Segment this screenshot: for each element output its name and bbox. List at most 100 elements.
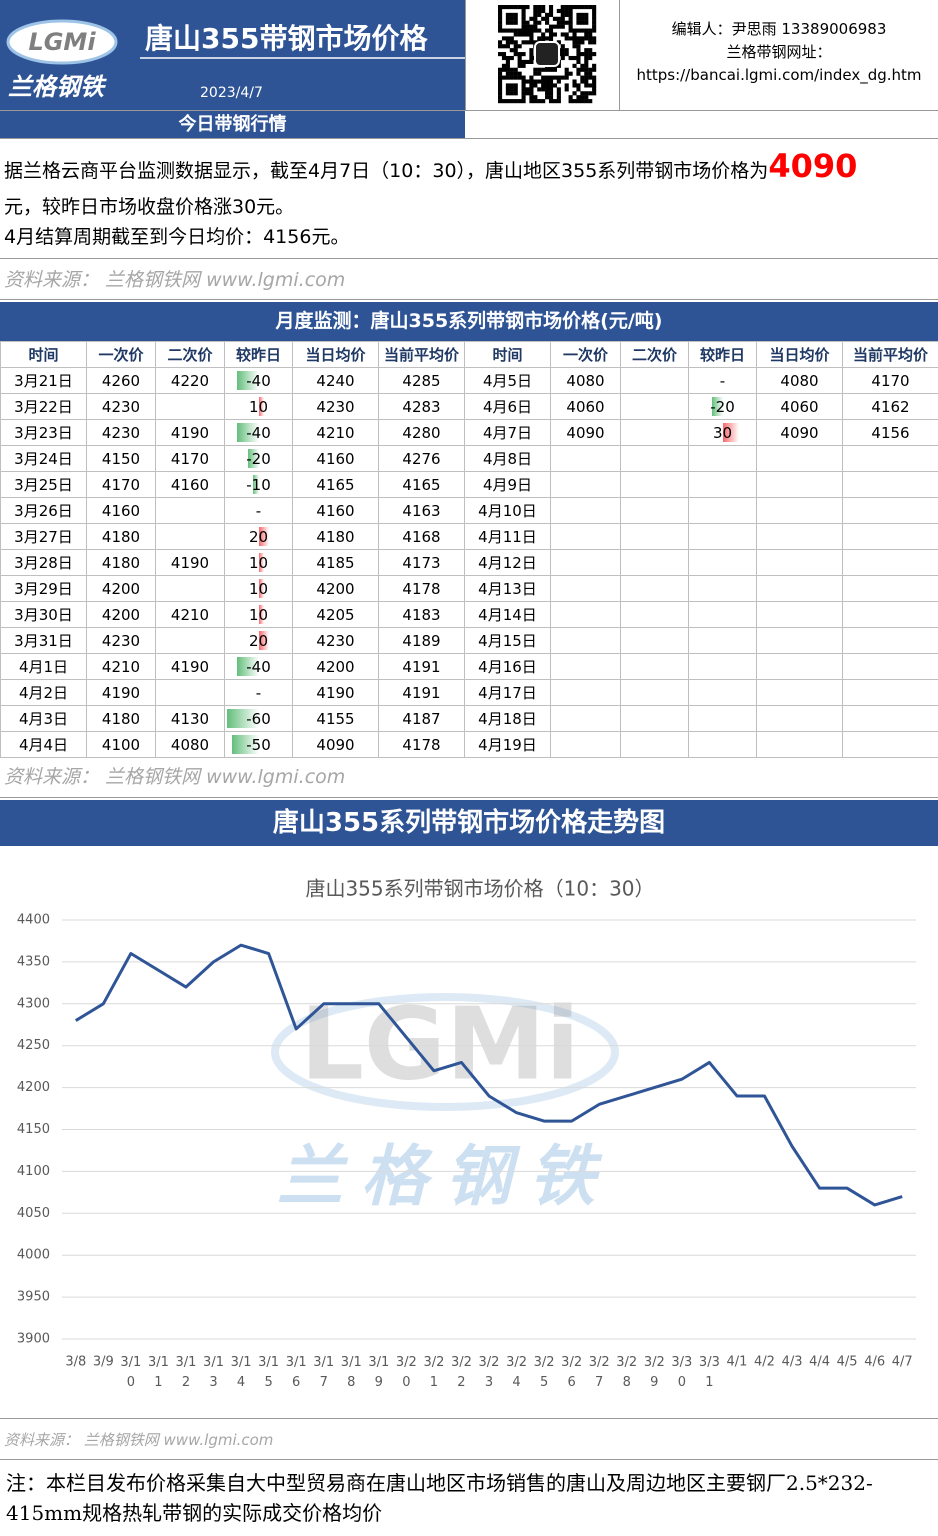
table-cell: 4200 (292, 653, 379, 680)
cell-text: 4183 (402, 605, 441, 624)
table-cell: 4230 (86, 393, 156, 420)
table-cell (688, 653, 757, 680)
table-cell (620, 575, 689, 602)
column-header: 一次价 (86, 341, 156, 368)
qr-module (572, 28, 577, 33)
qr-module (576, 20, 581, 25)
x-tick-label: 3/2 0 (396, 1355, 417, 1390)
cell-text: 4月5日 (482, 372, 533, 390)
brand: 兰格钢铁 (8, 73, 107, 101)
table-cell (550, 523, 621, 550)
qr-module (529, 24, 534, 29)
qr-module (556, 16, 561, 21)
x-tick-label: 3/3 1 (699, 1355, 720, 1390)
qr-module (529, 83, 534, 88)
qr-module (513, 52, 518, 57)
qr-module (584, 99, 589, 104)
chart: LGMi 兰格钢铁 唐山355系列带钢市场价格（10：30） 390039504… (17, 877, 916, 1390)
qr-module (592, 24, 597, 29)
qr-module (521, 83, 526, 88)
x-tick-label: 3/2 2 (451, 1355, 472, 1390)
qr-module (584, 12, 589, 17)
qr-module (513, 67, 518, 72)
qr-module (576, 99, 581, 104)
cell-text: 4170 (871, 371, 910, 390)
qr-module (584, 79, 589, 84)
qr-module (576, 40, 581, 45)
qr-module (513, 71, 518, 76)
table-cell: 10 (224, 575, 293, 602)
cell-text: 4205 (316, 605, 355, 624)
editor: 编辑人：尹思雨 13389006983 (671, 20, 887, 38)
qr-module (501, 5, 507, 10)
qr-module (505, 12, 510, 17)
cell-text: 4月16日 (478, 658, 537, 676)
qr-module (505, 44, 510, 49)
table-cell: - (688, 367, 757, 394)
qr-module (517, 55, 522, 61)
today-text3: 4月结算周期截至到今日均价：4156元。 (4, 226, 350, 248)
table-cell (842, 575, 938, 602)
qr-module (505, 20, 510, 25)
table-cell (550, 705, 621, 732)
qr-module (498, 5, 503, 10)
table-cell: 4185 (292, 549, 379, 576)
column-header-text: 一次价 (98, 346, 144, 364)
table-cell: 4230 (292, 393, 379, 420)
table-cell: 4230 (292, 627, 379, 654)
cell-text: 10 (248, 553, 269, 572)
table-cell: 4240 (292, 367, 379, 394)
qr-module (501, 55, 507, 61)
table-cell (620, 653, 689, 680)
cell-text: 4月10日 (478, 502, 537, 520)
qr-module (537, 71, 542, 76)
table-cell: 4月17日 (464, 679, 551, 706)
y-tick-label: 4000 (17, 1248, 50, 1263)
qr-module (529, 99, 534, 104)
qr-module (548, 95, 554, 100)
qr-module (584, 95, 589, 100)
table-cell: 4170 (155, 445, 225, 472)
qr-module (592, 5, 597, 10)
qr-module (592, 75, 597, 80)
qr-module (537, 36, 542, 41)
cell-text: 4090 (566, 423, 605, 442)
qr-module (576, 67, 581, 72)
source: 资料来源： 兰格钢铁网 www.lgmi.com (0, 1418, 938, 1460)
table-row: 3月25日 4170 4160 -10 4165 4165 4月9日 (0, 471, 938, 498)
table-cell (842, 601, 938, 628)
qr-module (568, 20, 573, 25)
table-cell (688, 705, 757, 732)
table-cell (688, 471, 757, 498)
qr-module (584, 32, 589, 37)
column-header-text: 当日均价 (769, 346, 830, 364)
qr-module (513, 32, 518, 37)
qr-module (580, 52, 585, 57)
table-cell (620, 705, 689, 732)
qr-module (576, 44, 581, 49)
note: 注：本栏目发布价格采集自大中型贸易商在唐山地区市场销售的唐山及周边地区主要钢厂2… (6, 1471, 873, 1525)
qr-module (568, 36, 573, 41)
qr-module (545, 28, 550, 33)
qr-module (533, 16, 538, 21)
table-cell: 3月31日 (0, 627, 87, 654)
table-cell: 4230 (86, 419, 156, 446)
x-tick-label: 3/1 5 (258, 1355, 279, 1390)
site-label: 兰格带钢网址： (726, 43, 832, 61)
cell-text: 4200 (101, 605, 141, 624)
cell-text: 20 (248, 631, 269, 650)
header-banner: LGMi 唐山355带钢市场价格 兰格钢铁 2023/4/7 (0, 0, 465, 110)
qr-module (529, 32, 534, 37)
qr-module (592, 12, 597, 17)
cell-text: 4210 (170, 605, 210, 624)
qr-module (584, 67, 589, 72)
qr-module (580, 67, 585, 72)
qr-module (517, 52, 522, 57)
qr-module (584, 59, 589, 64)
table-cell: 4180 (86, 549, 156, 576)
x-tick-label: 3/2 9 (644, 1355, 665, 1390)
qr-module (498, 75, 503, 80)
table-cell: 4090 (550, 419, 621, 446)
cell-text: 4189 (402, 631, 441, 650)
qr-module (560, 24, 565, 29)
